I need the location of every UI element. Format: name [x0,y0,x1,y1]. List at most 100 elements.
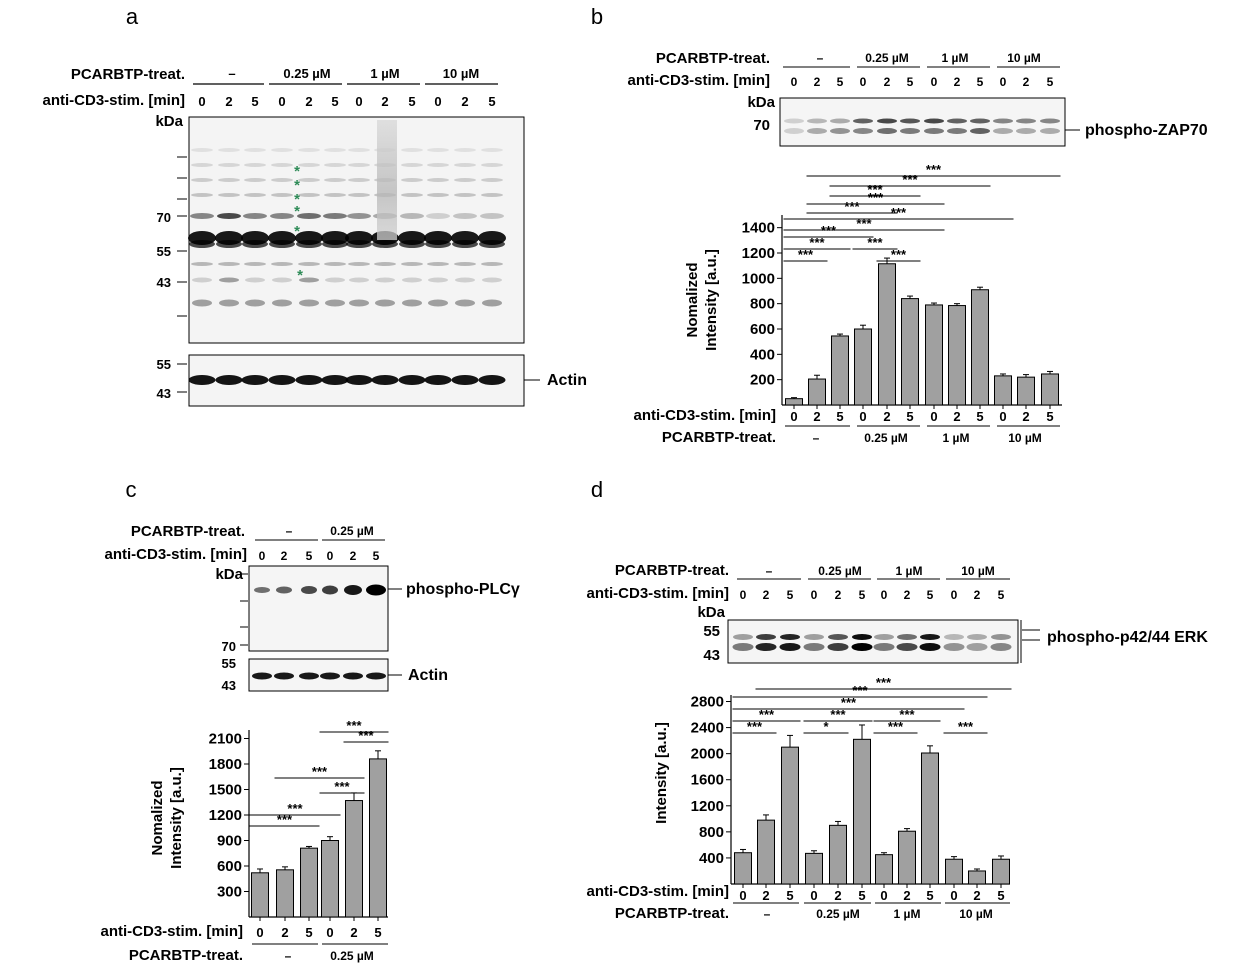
timepoint-label: 0 [1000,75,1007,89]
band-p42 [966,643,988,651]
x-tick-label: 2 [834,888,841,903]
band-p44 [920,634,940,640]
actin-band [345,375,373,385]
x-tick-label: 0 [326,925,333,940]
band-43kda [402,277,422,283]
x-tick-label: 5 [858,888,865,903]
band-70kda [426,213,450,219]
band-35kda [192,299,212,307]
panel-b-ylabel: Nomalized [684,262,701,337]
y-tick-label: 800 [699,824,724,841]
timepoint-label: 5 [907,75,914,89]
x-tick-label: 0 [930,409,937,424]
faint-band [348,193,370,197]
band-zap70 [947,118,967,124]
band-48kda [454,262,476,266]
band-48kda [191,262,213,266]
band-p42 [779,643,801,651]
bar [757,819,775,885]
y-tick-label: 1200 [209,807,242,824]
band-48kda [271,262,293,266]
panel-b-kda-label: kDa [747,94,775,111]
y-tick-label: 2000 [691,746,724,763]
green-star: * [297,267,303,284]
significance-label: *** [346,718,362,733]
band-43kda [245,277,265,283]
bar [994,375,1012,406]
significance-label: *** [888,719,904,734]
faint-band [481,193,503,197]
panel-c-ylabel: Nomalized [149,780,166,855]
timepoint-label: 0 [791,75,798,89]
timepoint-label: 0 [327,549,334,563]
x-tick-label: 2 [953,409,960,424]
panel-c-letter: c [126,477,137,502]
faint-band [481,163,503,167]
faint-band [401,178,423,182]
timepoint-label: 5 [837,75,844,89]
timepoint-label: 0 [931,75,938,89]
faint-band [244,178,266,182]
x-tick-label: 0 [790,409,797,424]
timepoint-label: 2 [884,75,891,89]
significance-label: *** [852,683,868,698]
actin-band [252,672,272,680]
x-tick-label: 5 [786,888,793,903]
bar [321,840,339,918]
band-p42 [873,643,895,651]
faint-band [454,178,476,182]
band-70kda [480,213,504,219]
panel-c-actin-marker: 43 [222,678,236,693]
y-tick-label: 900 [217,833,242,850]
significance-label: *** [867,182,883,197]
panel-c-cond-label-bottom: 0.25 µM [330,949,374,963]
band-35kda [428,299,448,307]
panel-d-treat-label: PCARBTP-treat. [615,562,729,579]
timepoint-label: 2 [461,94,468,109]
faint-band [427,163,449,167]
x-tick-label: 2 [281,925,288,940]
band-p42 [851,643,873,651]
panel-c-cond-label: 0.25 µM [330,524,374,538]
x-tick-label: 2 [813,409,820,424]
panel-a-kda-label: kDa [155,113,183,130]
panel-b-cond-label: 0.25 µM [865,51,909,65]
panel-d-letter: d [591,477,603,502]
significance-label: *** [891,247,907,262]
panel-d-timepoints: 0 2 5 0 2 5 0 2 5 0 2 5 [740,588,1005,602]
significance-label: *** [844,199,860,214]
panel-b-blot [779,97,1066,147]
band-zap70 [1016,118,1036,124]
panel-d: d PCARBTP-treat. anti-CD3-stim. [min] – … [587,477,1209,922]
timepoint-label: 0 [355,94,362,109]
band-zap70-lower [993,128,1013,134]
panel-a-cond-label: 1 µM [370,66,399,81]
panel-d-ylabel: Intensity [a.u.] [653,722,670,824]
band-zap70 [900,118,920,124]
band-zap70 [830,118,850,124]
timepoint-label: 5 [408,94,415,109]
band-55kda-lower [346,240,372,248]
band-35kda [272,299,292,307]
timepoint-label: 2 [835,588,842,602]
panel-b-bands [784,118,1060,134]
bar [808,378,826,406]
bar [345,800,363,918]
band-p44 [804,634,824,640]
y-tick-label: 1200 [742,245,775,262]
bar [251,872,269,918]
faint-band [218,193,240,197]
timepoint-label: 5 [787,588,794,602]
band-55kda-lower [425,240,451,248]
green-star: * [294,163,300,180]
faint-band [324,178,346,182]
bar [921,752,939,885]
band-55kda-lower [296,240,322,248]
panel-d-kda-label: kDa [697,604,725,621]
band-43kda [192,277,212,283]
bar [734,852,752,885]
panel-b-treat-label-bottom: PCARBTP-treat. [662,429,776,446]
timepoint-label: 0 [740,588,747,602]
panel-a-cond-label: – [228,66,235,81]
